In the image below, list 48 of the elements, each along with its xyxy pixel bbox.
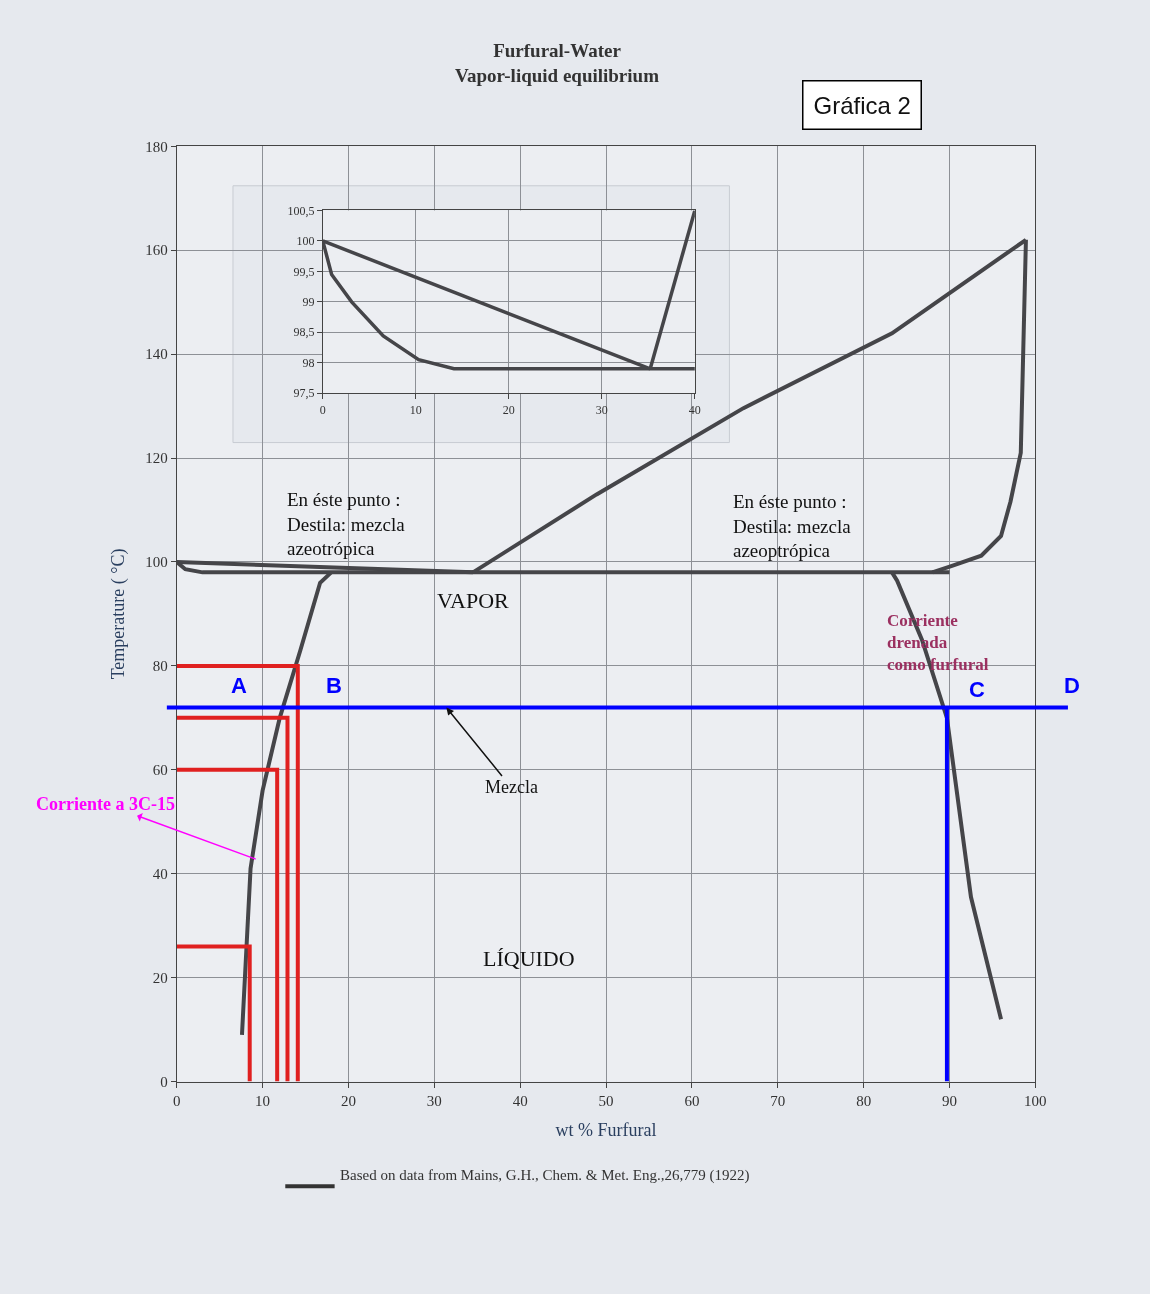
annotation: Mezcla: [485, 777, 538, 797]
y-tick-label: 40: [152, 865, 168, 882]
text: Based on data from Mains, G.H., Chem. & Met. Eng.,26,779 (1922): [340, 1167, 750, 1184]
x-tick-label: 90: [942, 1092, 958, 1109]
x-tick-label: 10: [409, 402, 422, 417]
x-tick-label: 100: [1024, 1092, 1047, 1109]
y-tick-label: 60: [152, 762, 168, 779]
x-tick-label: 60: [684, 1092, 700, 1109]
x-tick-label: 30: [426, 1092, 442, 1109]
y-tick-label: 97,5: [293, 386, 315, 401]
x-tick-label: 40: [688, 402, 701, 417]
y-tick-label: 20: [152, 969, 168, 986]
y-tick-label: 80: [152, 658, 168, 675]
y-tick-label: 0: [160, 1073, 168, 1090]
y-tick-label: 99,5: [293, 264, 315, 279]
chart-title: Furfural-Water Vapor-liquid equilibrium: [455, 40, 660, 86]
annotation: LÍQUIDO: [483, 946, 575, 971]
annotation: C: [969, 677, 985, 702]
y-tick-label: 120: [145, 450, 168, 467]
y-tick-label: 99: [302, 295, 315, 310]
x-tick-label: 0: [319, 402, 326, 417]
annotation: B: [326, 673, 342, 698]
x-axis-title: wt % Furfural: [555, 1119, 657, 1140]
x-tick-label: 0: [172, 1092, 181, 1109]
x-tick-label: 10: [255, 1092, 271, 1109]
annotation: Corriente a 3C-15: [36, 794, 175, 814]
annotation: En éste punto : Destila: mezcla azeotrópica: [287, 489, 406, 560]
annotation: VAPOR: [437, 588, 510, 613]
x-tick-label: 20: [502, 402, 515, 417]
text: Gráfica 2: [813, 91, 911, 119]
x-tick-label: 20: [340, 1092, 356, 1109]
y-tick-label: 100,5: [287, 203, 315, 218]
annotation: En éste punto : Destila: mezcla azeoptrópica: [733, 491, 852, 562]
annotation: A: [231, 673, 247, 698]
x-tick-label: 80: [856, 1092, 872, 1109]
y-tick-label: 100: [296, 234, 315, 249]
text: D: [1064, 673, 1080, 698]
y-tick-label: 140: [145, 346, 168, 363]
y-tick-label: 180: [145, 138, 168, 155]
x-tick-label: 30: [595, 402, 608, 417]
x-tick-label: 50: [598, 1092, 614, 1109]
y-tick-label: 160: [145, 242, 168, 259]
y-tick-label: 100: [145, 554, 168, 571]
x-tick-label: 40: [512, 1092, 528, 1109]
y-tick-label: 98: [302, 355, 315, 370]
y-tick-label: 98,5: [293, 325, 315, 340]
x-tick-label: 70: [770, 1092, 786, 1109]
y-axis-title: Temperature ( °C): [108, 548, 130, 680]
